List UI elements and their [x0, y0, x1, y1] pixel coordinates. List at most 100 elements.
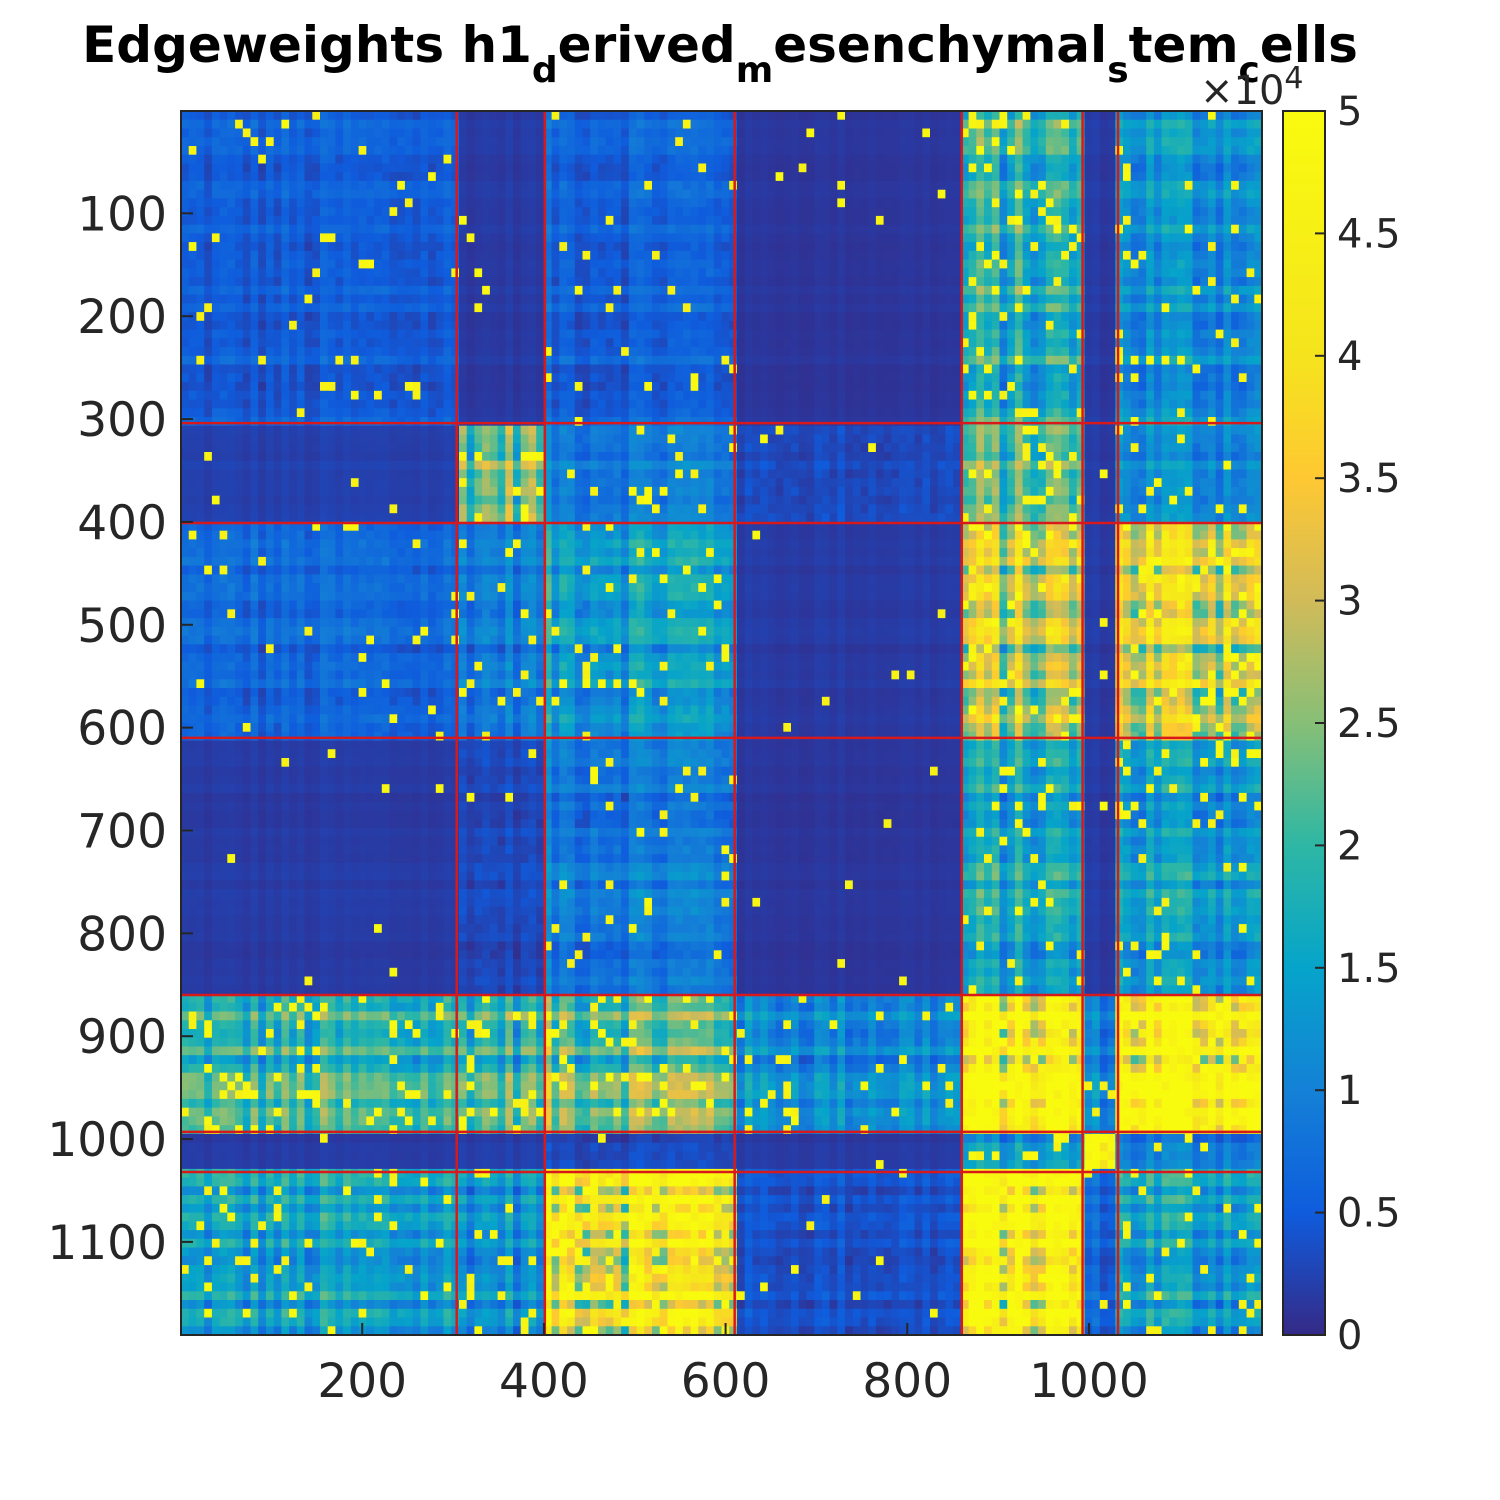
heatmap-cell — [1007, 303, 1016, 313]
heatmap-cell — [613, 242, 622, 252]
heatmap-cell — [397, 198, 406, 208]
heatmap-cell — [327, 277, 337, 287]
heatmap-cell — [1169, 111, 1178, 121]
heatmap-cell — [304, 268, 313, 278]
heatmap-cell — [188, 417, 198, 427]
heatmap-cell — [628, 119, 638, 130]
heatmap-cell — [265, 198, 275, 208]
heatmap-cell — [821, 146, 831, 156]
heatmap-cell — [953, 215, 962, 226]
heatmap-cell — [1061, 111, 1070, 121]
heatmap-cell — [868, 224, 877, 235]
heatmap-cell — [304, 259, 313, 269]
heatmap-cell — [783, 111, 792, 121]
heatmap-cell — [1169, 373, 1178, 383]
heatmap-cell — [551, 285, 560, 296]
heatmap-cell — [1200, 119, 1209, 130]
heatmap-cell — [327, 285, 337, 296]
heatmap-cell — [397, 355, 406, 366]
heatmap-cell — [582, 198, 591, 208]
heatmap-cell — [1254, 137, 1263, 147]
heatmap-cell — [350, 399, 360, 409]
heatmap-cell — [914, 259, 923, 269]
heatmap-cell — [258, 338, 267, 348]
heatmap-cell — [412, 207, 421, 217]
heatmap-cell — [976, 154, 985, 165]
heatmap-cell — [204, 233, 213, 243]
heatmap-cell — [906, 198, 916, 208]
heatmap-cell — [289, 408, 298, 418]
heatmap-cell — [814, 285, 823, 296]
heatmap-cell — [443, 373, 452, 383]
heatmap-cell — [250, 373, 259, 383]
heatmap-cell — [999, 294, 1008, 304]
heatmap-cell — [1022, 154, 1031, 165]
heatmap-cell — [883, 347, 892, 357]
heatmap-cell — [335, 408, 344, 418]
heatmap-cell — [1130, 355, 1140, 366]
heatmap-cell — [1146, 242, 1155, 252]
heatmap-cell — [806, 303, 815, 313]
heatmap-cell — [1177, 259, 1186, 269]
heatmap-cell — [343, 390, 352, 401]
heatmap-cell — [636, 146, 645, 156]
heatmap-cell — [1045, 250, 1055, 261]
heatmap-cell — [706, 215, 715, 226]
heatmap-cell — [659, 198, 669, 208]
heatmap-cell — [752, 303, 761, 313]
heatmap-cell — [1038, 364, 1047, 374]
heatmap-cell — [397, 303, 406, 313]
heatmap-cell — [1192, 207, 1201, 217]
heatmap-cell — [906, 119, 916, 130]
heatmap-cell — [729, 163, 738, 173]
heatmap-cell — [265, 408, 275, 418]
heatmap-cell — [381, 373, 391, 383]
heatmap-cell — [667, 303, 676, 313]
heatmap-cell — [320, 347, 329, 357]
heatmap-cell — [891, 303, 900, 313]
heatmap-cell — [1030, 399, 1039, 409]
heatmap-cell — [235, 355, 244, 366]
heatmap-cell — [783, 390, 792, 401]
heatmap-cell — [1231, 329, 1240, 339]
title-part: esenchymal — [773, 16, 1107, 74]
heatmap-cell — [991, 137, 1001, 147]
heatmap-cell — [899, 163, 908, 173]
heatmap-cell — [744, 408, 754, 418]
heatmap-cell — [289, 303, 298, 313]
heatmap-cell — [999, 355, 1008, 366]
heatmap-cell — [582, 285, 591, 296]
heatmap-cell — [474, 382, 483, 392]
heatmap-cell — [443, 154, 452, 165]
heatmap-cell — [590, 189, 599, 200]
heatmap-cell — [281, 390, 290, 401]
heatmap-cell — [1146, 128, 1155, 138]
heatmap-cell — [698, 198, 707, 208]
heatmap-cell — [875, 373, 885, 383]
heatmap-cell — [598, 399, 607, 409]
heatmap-cell — [1238, 408, 1248, 418]
heatmap-cell — [428, 303, 437, 313]
heatmap-cell — [598, 347, 607, 357]
heatmap-cell — [829, 137, 838, 147]
heatmap-cell — [590, 355, 599, 366]
heatmap-cell — [435, 364, 445, 374]
heatmap-cell — [899, 154, 908, 165]
heatmap-cell — [520, 207, 530, 217]
heatmap-cell — [968, 268, 977, 278]
heatmap-cell — [783, 268, 792, 278]
heatmap-cell — [852, 146, 862, 156]
heatmap-cell — [350, 364, 360, 374]
heatmap-cell — [652, 207, 661, 217]
heatmap-cell — [1246, 154, 1255, 165]
heatmap-cell — [713, 198, 723, 208]
heatmap-cell — [273, 329, 283, 339]
heatmap-cell — [1177, 373, 1186, 383]
heatmap-cell — [304, 312, 313, 322]
heatmap-cell — [1030, 259, 1039, 269]
heatmap-cell — [875, 268, 885, 278]
heatmap-cell — [1099, 233, 1109, 243]
heatmap-cell — [350, 268, 360, 278]
heatmap-cell — [536, 189, 545, 200]
heatmap-cell — [366, 285, 375, 296]
